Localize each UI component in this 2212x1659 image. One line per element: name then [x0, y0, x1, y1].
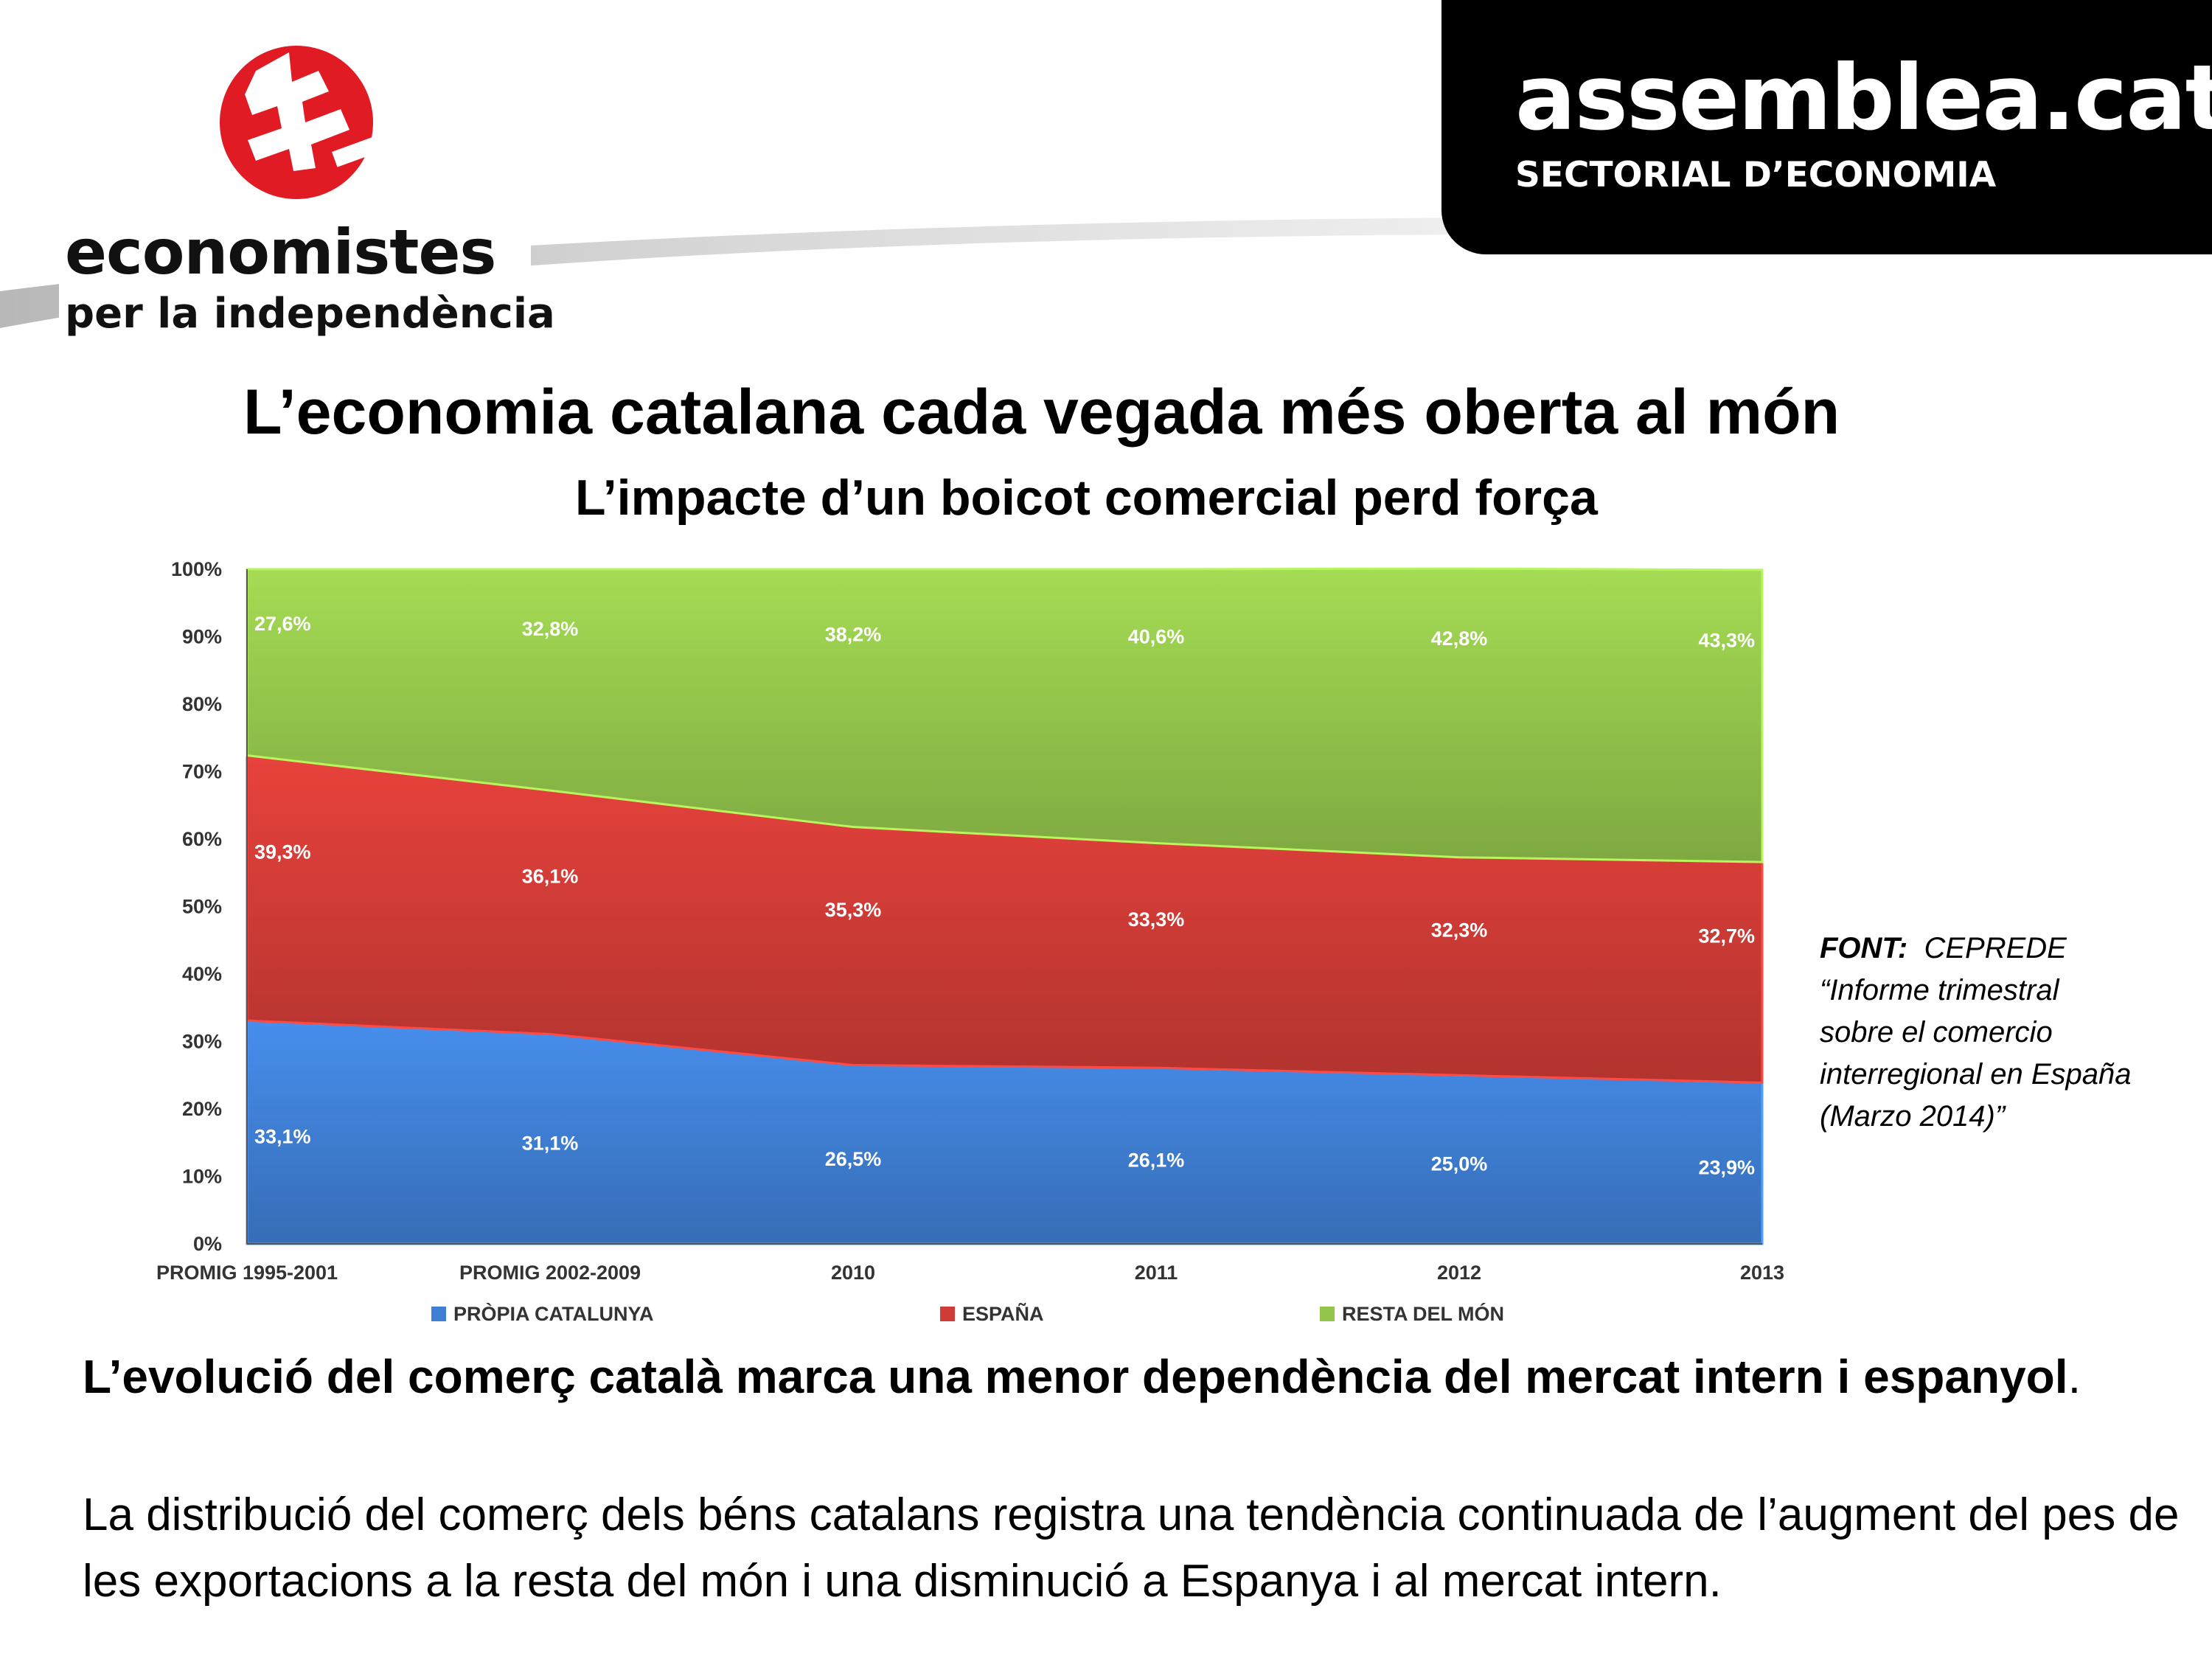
y-tick-label: 20% [182, 1098, 222, 1120]
assemblea-logo: assemblea.cat SECTORIAL D’ECONOMIA [1441, 0, 2212, 254]
y-tick-label: 30% [182, 1031, 222, 1053]
x-tick-label: 2011 [1135, 1262, 1178, 1284]
economistes-logo: economistes per la independència [59, 43, 555, 338]
legend-swatch [940, 1307, 955, 1321]
y-tick-label: 80% [182, 693, 222, 715]
y-tick-label: 70% [182, 761, 222, 783]
area-resta-del-m-n [246, 567, 1764, 863]
x-tick-label: 2013 [1740, 1262, 1784, 1284]
conclusion-period: . [2067, 1350, 2081, 1403]
source-line-3: sobre el comercio [1820, 1016, 2053, 1048]
legend-label: RESTA DEL MÓN [1342, 1302, 1504, 1325]
data-label: 32,8% [522, 618, 579, 640]
data-label: 26,1% [1128, 1150, 1185, 1172]
data-label: 38,2% [825, 623, 882, 645]
data-label: 40,6% [1128, 626, 1185, 648]
assemblea-subtitle: SECTORIAL D’ECONOMIA [1515, 155, 1997, 195]
x-tick-label: 2010 [831, 1262, 875, 1284]
page-subtitle: L’impacte d’un boicot comercial perd for… [575, 470, 1598, 526]
economistes-emblem-icon [220, 46, 386, 199]
source-line-2: “Informe trimestral [1820, 974, 2059, 1006]
source-line-5: (Marzo 2014)” [1820, 1100, 2006, 1133]
conclusion-text: L’evolució del comerç català marca una m… [83, 1349, 2081, 1404]
x-tick-label: 2012 [1437, 1262, 1481, 1284]
assemblea-name: assemblea.cat [1515, 46, 2212, 150]
data-label: 39,3% [254, 841, 311, 863]
y-tick-label: 60% [182, 828, 222, 850]
data-label: 26,5% [825, 1148, 882, 1170]
data-label: 33,3% [1128, 908, 1185, 931]
y-tick-label: 100% [171, 558, 222, 580]
y-tick-label: 50% [182, 896, 222, 918]
y-tick-label: 40% [182, 963, 222, 985]
source-line-1: CEPREDE [1924, 932, 2067, 964]
x-tick-label: PROMIG 2002-2009 [459, 1262, 641, 1284]
y-tick-label: 10% [182, 1166, 222, 1188]
legend-swatch [431, 1307, 446, 1321]
body-paragraph: La distribució del comerç dels béns cata… [83, 1489, 2180, 1607]
source-label: FONT: [1820, 932, 1908, 964]
data-label: 32,7% [1698, 925, 1755, 947]
data-label: 33,1% [254, 1126, 311, 1148]
y-tick-label: 90% [182, 626, 222, 648]
data-label: 42,8% [1431, 627, 1488, 650]
data-label: 31,1% [522, 1133, 579, 1155]
legend-label: PRÒPIA CATALUNYA [453, 1302, 654, 1325]
data-label: 35,3% [825, 899, 882, 921]
data-label: 27,6% [254, 613, 311, 635]
page-title: L’economia catalana cada vegada més ober… [243, 377, 1840, 448]
x-tick-label: PROMIG 1995-2001 [156, 1262, 338, 1284]
logo-name-line1: economistes [65, 216, 496, 288]
source-line-4: interregional en España [1820, 1058, 2132, 1091]
data-label: 43,3% [1698, 629, 1755, 651]
data-label: 32,3% [1431, 919, 1488, 941]
conclusion-main: L’evolució del comerç català marca una m… [83, 1350, 2068, 1403]
legend-label: ESPAÑA [962, 1302, 1044, 1325]
logo-name-line2: per la independència [65, 290, 555, 338]
y-tick-label: 0% [193, 1233, 222, 1255]
source-note: FONT: CEPREDE “Informe trimestral sobre … [1820, 928, 2203, 1138]
data-label: 36,1% [522, 865, 579, 887]
legend-swatch [1320, 1307, 1335, 1321]
stacked-area-chart: 0% 10% 20% 30% 40% 50% 60% 70% 80% 90% 100% 33,1% 31… [156, 558, 1784, 1325]
data-label: 25,0% [1431, 1153, 1488, 1175]
data-label: 23,9% [1698, 1157, 1755, 1179]
